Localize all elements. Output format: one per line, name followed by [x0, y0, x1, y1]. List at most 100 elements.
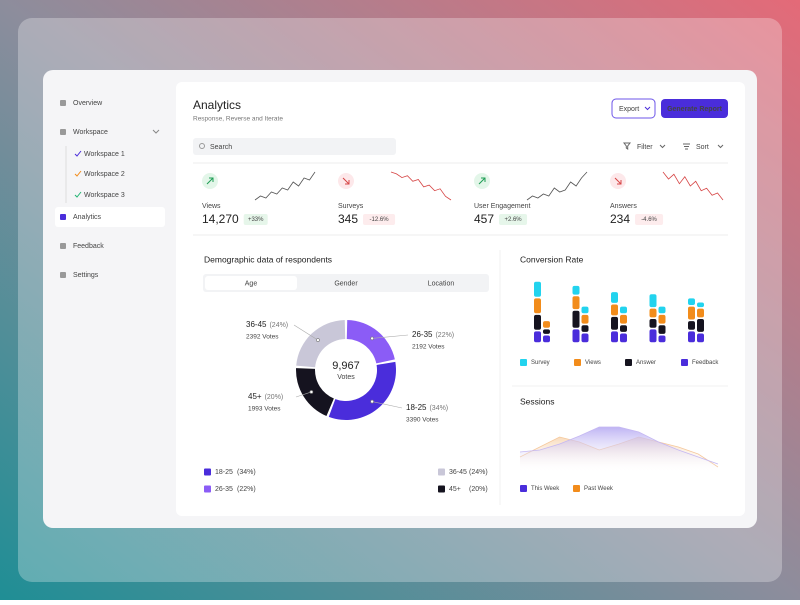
tab[interactable]: Age: [245, 280, 258, 287]
search-placeholder: Search: [210, 144, 232, 151]
nav-item[interactable]: Overview: [73, 100, 103, 107]
kpi-label: User Engagement: [474, 203, 530, 210]
tab[interactable]: Gender: [334, 280, 358, 287]
donut-segment: [296, 320, 346, 368]
bar-segment: [572, 329, 580, 343]
bar-segment: [534, 298, 541, 314]
kpi-badge: [499, 214, 528, 225]
leader-dot: [309, 390, 314, 394]
nav-item[interactable]: Feedback: [73, 243, 104, 250]
bar-segment: [543, 329, 550, 334]
area-fill: [520, 427, 718, 472]
donut-segment: [296, 368, 334, 417]
donut-category: 45+: [248, 392, 262, 401]
chevron: [717, 144, 724, 149]
legend-percent: (22%): [237, 486, 256, 493]
leader-line: [293, 324, 319, 341]
kpi-badge: [243, 214, 268, 225]
kpi-badge: [363, 214, 396, 225]
kpi-value: 14,270: [202, 212, 239, 226]
export-button[interactable]: [611, 98, 656, 119]
search-icon: [199, 143, 205, 149]
bar-segment: [697, 302, 704, 308]
donut-category: 26-35: [412, 330, 433, 339]
bar-segment: [581, 325, 589, 332]
legend-swatch: [438, 468, 445, 476]
legend-label: Feedback: [692, 360, 719, 366]
filter-button[interactable]: Filter: [637, 144, 653, 151]
legend-swatch: [681, 359, 688, 366]
search-box[interactable]: [193, 138, 396, 155]
legend-swatch: [204, 468, 211, 476]
nav-item[interactable]: Analytics: [73, 214, 102, 221]
nav-item[interactable]: Workspace 2: [84, 171, 125, 178]
legend-swatch: [520, 485, 527, 492]
bar-segment: [572, 285, 580, 295]
donut-percent: (22%): [435, 332, 454, 339]
nav-item[interactable]: Workspace: [73, 129, 108, 136]
legend-swatch: [625, 359, 632, 366]
bar-segment: [658, 306, 666, 314]
nav-item[interactable]: Workspace 1: [84, 151, 125, 158]
bar-segment: [581, 333, 589, 343]
check-icon: [74, 170, 82, 177]
bar-segment: [611, 331, 618, 343]
panel-title: Demographic data of respondents: [204, 254, 332, 264]
legend-label: Answer: [636, 360, 656, 366]
active-tab[interactable]: [205, 276, 297, 290]
bar-segment: [658, 314, 666, 324]
donut-label: 45+ (20%): [248, 392, 283, 401]
kpi-label: Surveys: [338, 203, 364, 210]
legend-percent: (34%): [237, 469, 256, 476]
kpi-change: +33%: [248, 217, 264, 223]
donut-percent: (24%): [269, 322, 288, 329]
page-title: Analytics: [193, 98, 241, 112]
bar-segment: [534, 314, 541, 330]
nav-item[interactable]: Workspace 3: [84, 192, 125, 199]
donut-segment: [346, 320, 395, 364]
generate-button[interactable]: [661, 99, 728, 118]
tab[interactable]: Location: [428, 280, 455, 287]
legend-label: 36-45: [449, 469, 467, 476]
kpi-value: 234: [610, 212, 630, 226]
bar-segment: [620, 306, 627, 314]
chevron: [644, 106, 651, 111]
donut-total-label: Votes: [337, 374, 355, 381]
leader-dot: [370, 336, 374, 341]
legend-label: 26-35: [215, 486, 233, 493]
sparkline: [662, 171, 724, 201]
donut-label: 26-35 (22%): [412, 330, 454, 339]
kpi-change: -12.6%: [370, 217, 390, 223]
bar-segment: [572, 296, 580, 310]
kpi-label: Answers: [610, 203, 637, 210]
bar-segment: [697, 333, 704, 343]
donut-total: 9,967: [332, 360, 360, 372]
leader-line: [372, 334, 409, 339]
generate-label: Generate Report: [667, 106, 723, 113]
bar-segment: [649, 319, 657, 328]
legend-swatch: [520, 359, 527, 366]
bar-segment: [697, 308, 704, 318]
kpi-value: 345: [338, 212, 358, 226]
legend-swatch: [438, 485, 445, 493]
sort-button[interactable]: Sort: [696, 144, 709, 151]
nav-icon: [60, 129, 66, 135]
leader-dot: [370, 399, 374, 404]
donut-votes: 2392 Votes: [246, 334, 279, 341]
filter-icon: [622, 142, 632, 150]
bar-segment: [572, 310, 580, 328]
leader-line: [295, 391, 312, 398]
sort-icon: [683, 143, 690, 150]
bar-segment: [534, 281, 541, 297]
bar-segment: [620, 325, 627, 332]
bar-segment: [611, 304, 618, 316]
bar-segment: [688, 321, 695, 330]
legend-swatch: [204, 485, 211, 493]
bar-segment: [534, 331, 541, 343]
bar-segment: [620, 333, 627, 343]
nav-item[interactable]: Settings: [73, 272, 99, 279]
bar-segment: [581, 306, 589, 314]
bar-segment: [649, 294, 657, 308]
kpi-arrow: [614, 177, 622, 185]
bar-segment: [649, 308, 657, 318]
